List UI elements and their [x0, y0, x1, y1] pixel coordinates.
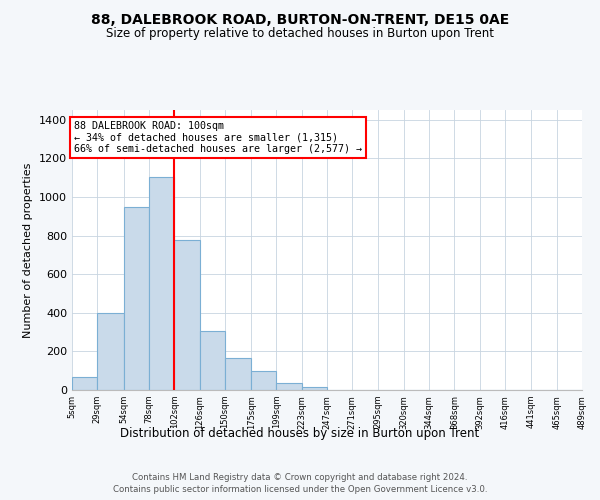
- Bar: [225, 358, 251, 390]
- Bar: [174, 240, 199, 390]
- Y-axis label: Number of detached properties: Number of detached properties: [23, 162, 34, 338]
- Text: Contains HM Land Registry data © Crown copyright and database right 2024.: Contains HM Land Registry data © Crown c…: [132, 472, 468, 482]
- Bar: [251, 370, 277, 390]
- Bar: [149, 176, 174, 390]
- Text: 88, DALEBROOK ROAD, BURTON-ON-TRENT, DE15 0AE: 88, DALEBROOK ROAD, BURTON-ON-TRENT, DE1…: [91, 12, 509, 26]
- Bar: [97, 313, 124, 390]
- Text: 88 DALEBROOK ROAD: 100sqm
← 34% of detached houses are smaller (1,315)
66% of se: 88 DALEBROOK ROAD: 100sqm ← 34% of detac…: [74, 120, 362, 154]
- Text: Distribution of detached houses by size in Burton upon Trent: Distribution of detached houses by size …: [121, 428, 479, 440]
- Bar: [277, 382, 302, 390]
- Bar: [199, 331, 225, 390]
- Text: Size of property relative to detached houses in Burton upon Trent: Size of property relative to detached ho…: [106, 28, 494, 40]
- Bar: [72, 378, 97, 390]
- Text: Contains public sector information licensed under the Open Government Licence v3: Contains public sector information licen…: [113, 485, 487, 494]
- Bar: [302, 386, 327, 390]
- Bar: [124, 206, 149, 390]
